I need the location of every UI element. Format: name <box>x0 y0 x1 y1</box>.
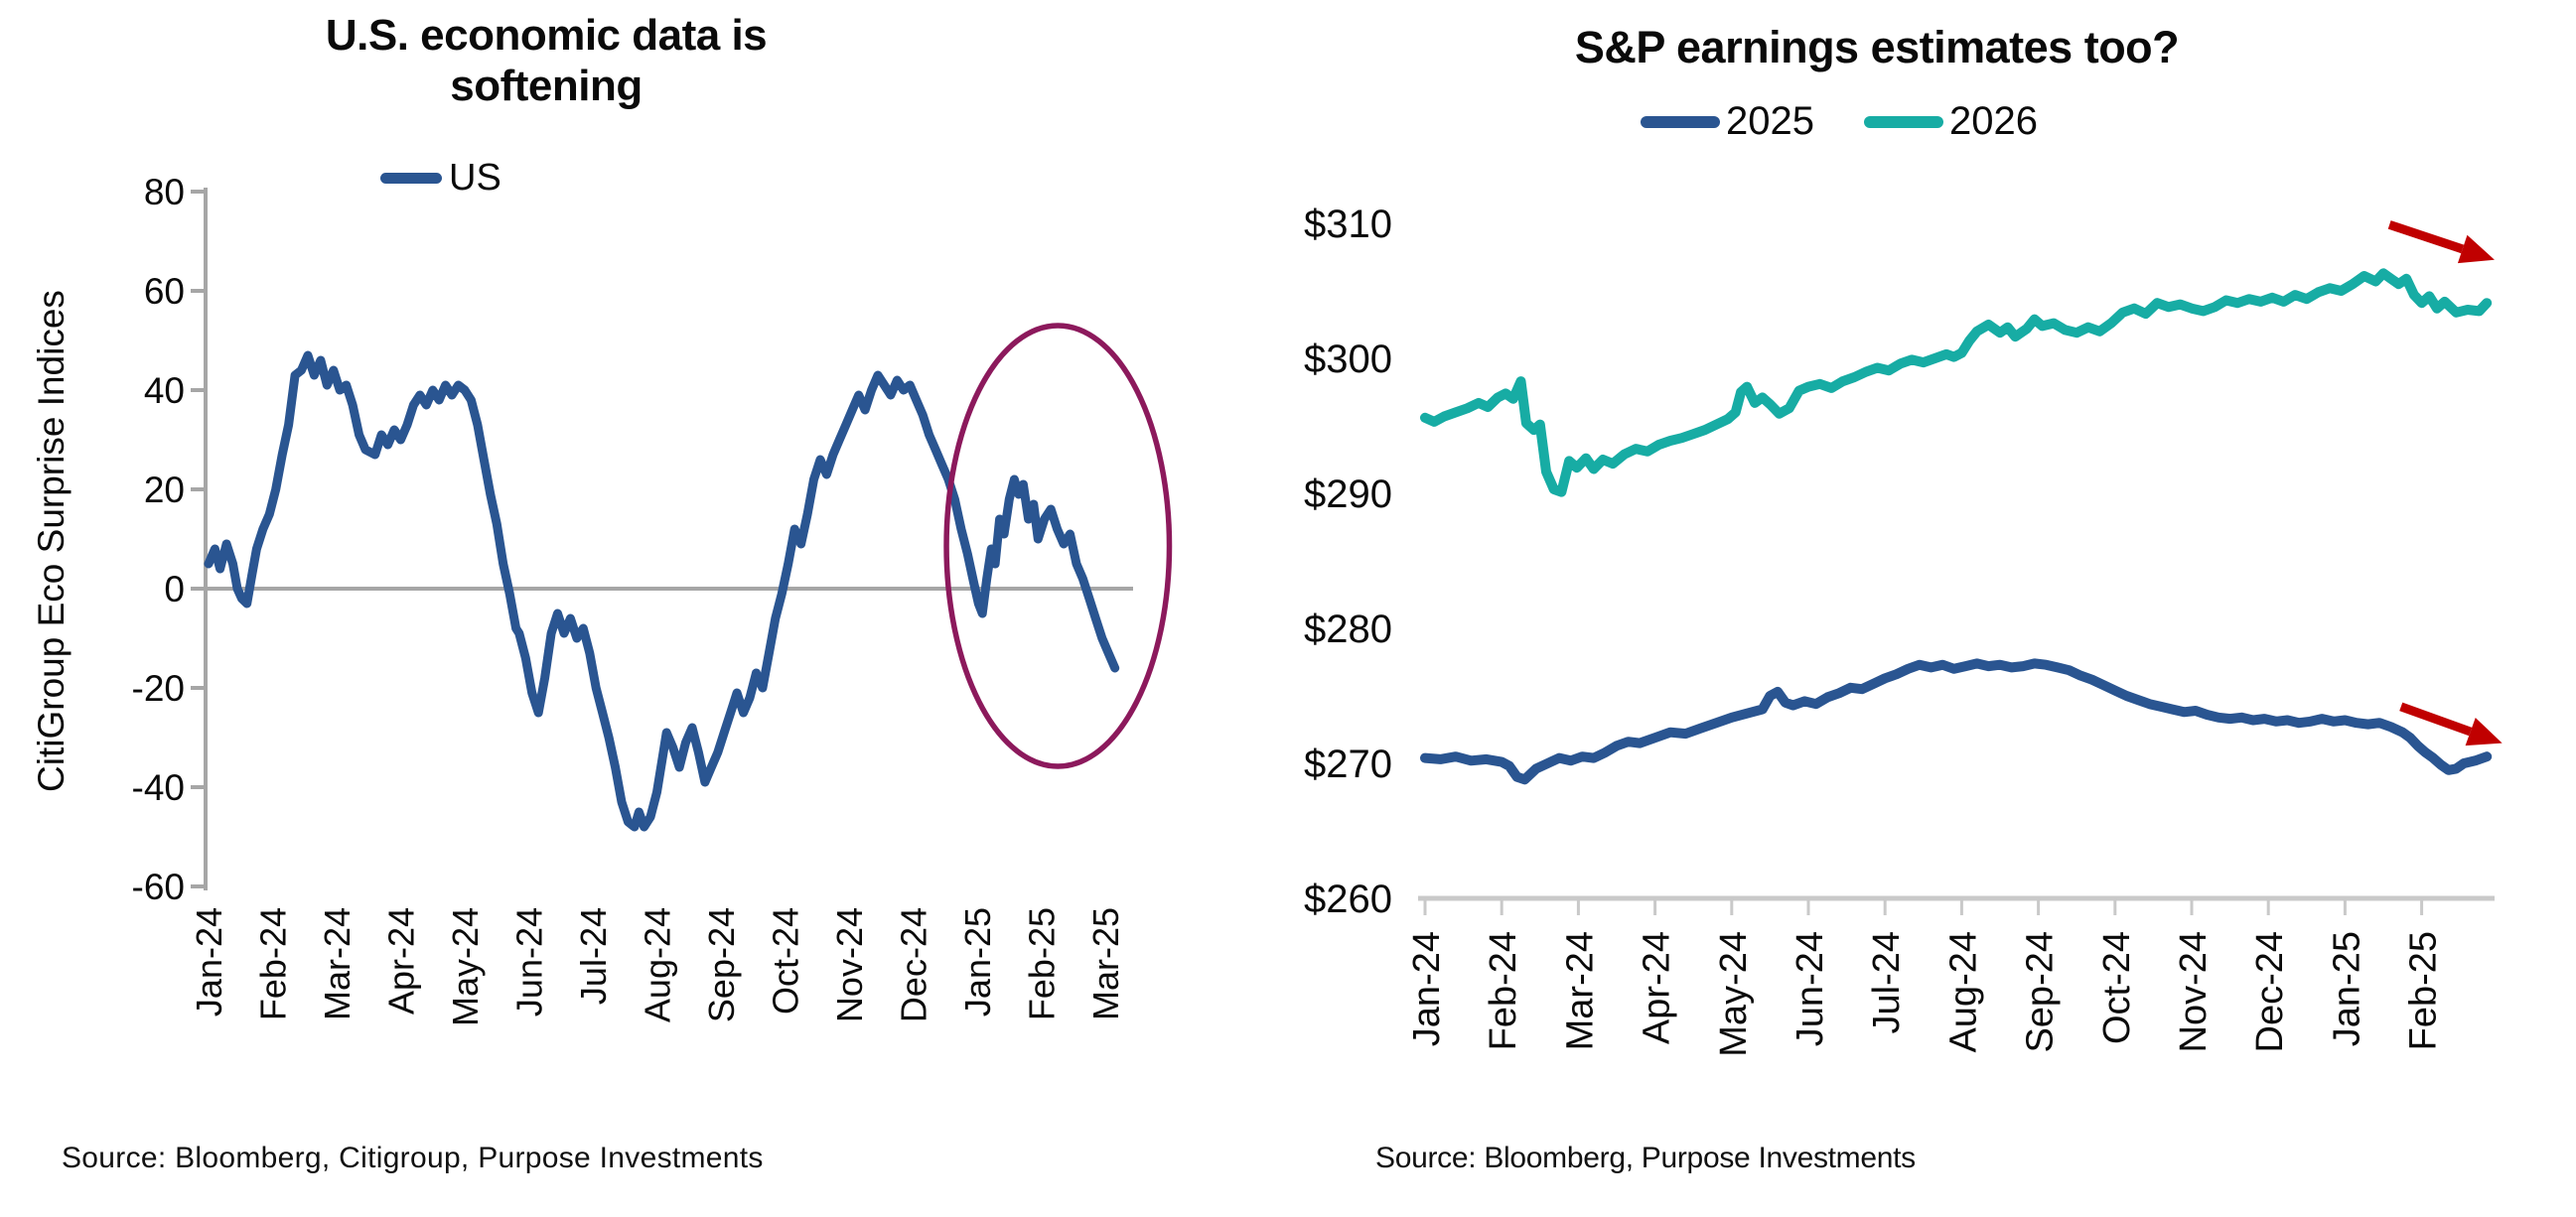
left-x-tick-label-Oct-24: Oct-24 <box>766 907 806 1014</box>
right-chart-title: S&P earnings estimates too? <box>1574 22 2180 72</box>
legend-2025-line-swatch <box>1641 115 1720 128</box>
right-x-tick-label-Apr-24: Apr-24 <box>1637 931 1678 1044</box>
left-y-tick-label-40: 40 <box>144 370 185 411</box>
left-x-tick-label-Sep-24: Sep-24 <box>701 907 742 1022</box>
right-x-tick-label-Jan-25: Jan-25 <box>2326 931 2367 1046</box>
legend-2025-label: 2025 <box>1726 99 1814 143</box>
right-x-tick-label-Mar-24: Mar-24 <box>1559 931 1601 1050</box>
left-y-tick-label--40: -40 <box>132 767 185 808</box>
left-x-tick-label-Mar-25: Mar-25 <box>1085 907 1126 1020</box>
legend-2026-label: 2026 <box>1948 99 2038 143</box>
left-x-tick-label-Nov-24: Nov-24 <box>829 907 870 1022</box>
right-x-tick-label-May-24: May-24 <box>1713 931 1755 1057</box>
left-y-tick-label-20: 20 <box>144 470 185 510</box>
right-y-tick-label-290: $290 <box>1304 473 1392 516</box>
us-legend-label: US <box>449 157 501 199</box>
left-y-tick-label-80: 80 <box>144 172 185 212</box>
legend-2026-line-swatch <box>1863 115 1943 128</box>
softening-ellipse-annotation <box>943 323 1173 769</box>
left-x-tick-label-Jan-24: Jan-24 <box>189 907 229 1016</box>
right-y-tick-label-270: $270 <box>1304 743 1392 786</box>
left-x-tick-label-Feb-24: Feb-24 <box>253 907 294 1020</box>
left-x-tick-label-Mar-24: Mar-24 <box>317 907 358 1020</box>
down-arrow-2026-shaft <box>2387 220 2465 254</box>
left-chart-title-line2: softening <box>450 62 643 111</box>
left-x-tick-label-Jun-24: Jun-24 <box>509 907 550 1016</box>
right-chart-source: Source: Bloomberg, Purpose Investments <box>1375 1142 1916 1174</box>
left-y-tick-label-60: 60 <box>144 271 185 312</box>
down-arrow-2025-head <box>2465 717 2503 746</box>
right-x-tick-label-Jun-24: Jun-24 <box>1789 931 1831 1046</box>
down-arrow-2025-shaft <box>2399 702 2473 737</box>
right-x-tick-label-Aug-24: Aug-24 <box>1942 931 1984 1053</box>
left-y-tick-label--20: -20 <box>132 668 185 709</box>
right-x-tick-label-Sep-24: Sep-24 <box>2020 931 2062 1053</box>
left-x-tick-label-Apr-24: Apr-24 <box>381 907 422 1014</box>
right-y-tick-label-260: $260 <box>1304 878 1392 921</box>
left-x-tick-label-Jan-25: Jan-25 <box>957 907 998 1016</box>
right-x-tick-label-Jul-24: Jul-24 <box>1866 931 1908 1034</box>
right-x-tick-label-Jan-24: Jan-24 <box>1406 931 1448 1046</box>
right-x-tick-label-Dec-24: Dec-24 <box>2249 931 2291 1053</box>
right-y-tick-label-310: $310 <box>1304 203 1392 246</box>
down-arrow-2026-head <box>2457 234 2495 264</box>
left-x-tick-label-Dec-24: Dec-24 <box>894 907 934 1022</box>
estimate-line-2026 <box>1420 268 2493 497</box>
legend-item-2026: 2026 <box>1863 99 2038 144</box>
left-y-tick-label--60: -60 <box>132 867 185 907</box>
left-chart-legend: US <box>380 157 501 200</box>
us-line <box>204 350 1120 832</box>
right-y-tick-label-300: $300 <box>1304 338 1392 381</box>
right-y-tick-label-280: $280 <box>1304 608 1392 651</box>
us-legend-line-swatch <box>380 173 442 184</box>
left-chart-title-line1: U.S. economic data is <box>325 11 768 60</box>
right-x-tick-label-Feb-24: Feb-24 <box>1483 931 1524 1050</box>
right-x-tick-label-Nov-24: Nov-24 <box>2173 931 2215 1053</box>
left-x-tick-label-May-24: May-24 <box>445 907 486 1026</box>
left-y-axis-label: CitiGroup Eco Surprise Indices <box>31 290 72 792</box>
left-chart-title: U.S. economic data is softening <box>119 10 973 111</box>
left-y-tick-label-0: 0 <box>164 569 185 609</box>
right-x-tick-label-Oct-24: Oct-24 <box>2096 931 2138 1044</box>
legend-item-2025: 2025 <box>1641 99 1814 144</box>
left-chart-source: Source: Bloomberg, Citigroup, Purpose In… <box>62 1142 764 1174</box>
right-chart-legend: 2025 2026 <box>1641 99 2038 144</box>
left-x-tick-label-Jul-24: Jul-24 <box>573 907 614 1005</box>
left-x-tick-label-Aug-24: Aug-24 <box>638 907 678 1022</box>
left-x-tick-label-Feb-25: Feb-25 <box>1022 907 1063 1020</box>
estimate-line-2025 <box>1420 658 2493 785</box>
right-x-tick-label-Feb-25: Feb-25 <box>2403 931 2445 1050</box>
